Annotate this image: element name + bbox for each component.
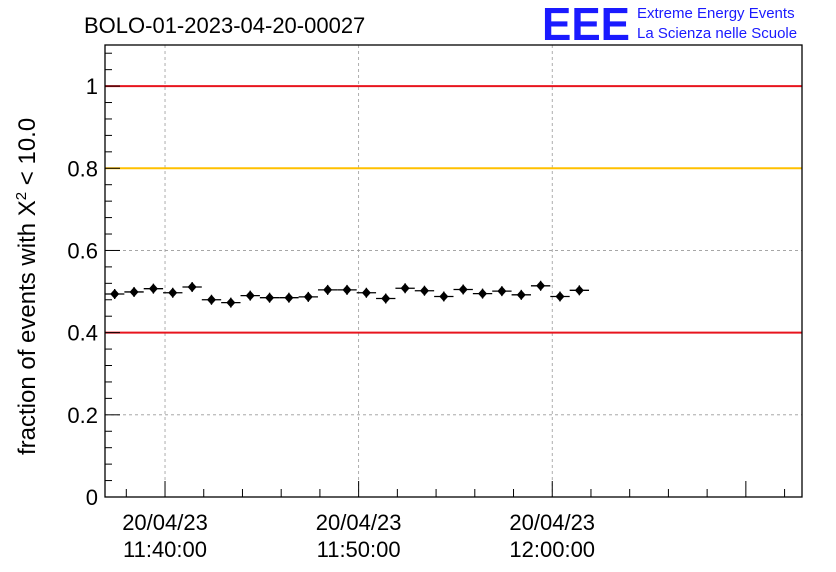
data-point-marker bbox=[187, 282, 197, 293]
y-axis: 0 0.2 0.4 0.6 0.8 1 bbox=[67, 52, 120, 510]
y-axis-label-tail: < 10.0 bbox=[14, 118, 41, 192]
data-point-marker bbox=[110, 289, 120, 300]
data-point bbox=[453, 284, 473, 295]
data-point bbox=[317, 284, 338, 295]
x-tick-time: 12:00:00 bbox=[509, 537, 595, 562]
data-point bbox=[530, 280, 551, 291]
y-tick-label: 0.4 bbox=[67, 321, 98, 346]
data-point bbox=[201, 294, 222, 305]
data-point-marker bbox=[129, 286, 139, 297]
data-point bbox=[472, 288, 493, 299]
y-tick-label: 0 bbox=[86, 485, 98, 510]
data-point bbox=[279, 292, 299, 303]
y-tick-label: 1 bbox=[86, 74, 98, 99]
data-point bbox=[492, 286, 512, 297]
logo-line-2: La Scienza nelle Scuole bbox=[637, 25, 797, 42]
data-point-marker bbox=[555, 291, 565, 302]
data-point bbox=[376, 293, 396, 304]
data-point-marker bbox=[497, 286, 507, 297]
data-point bbox=[569, 285, 590, 296]
data-point bbox=[143, 283, 164, 294]
data-point bbox=[434, 291, 454, 302]
data-point bbox=[550, 291, 570, 302]
data-point bbox=[337, 284, 357, 295]
data-point-marker bbox=[439, 291, 449, 302]
data-point bbox=[511, 289, 531, 300]
y-axis-label: fraction of events with X2 < 10.0 bbox=[13, 118, 41, 455]
data-point bbox=[221, 297, 241, 308]
data-point bbox=[182, 282, 202, 293]
x-axis: 20/04/2311:40:0020/04/2311:50:0020/04/23… bbox=[122, 481, 786, 562]
y-tick-label: 0.6 bbox=[67, 238, 98, 263]
data-point-marker bbox=[516, 289, 526, 300]
data-point bbox=[259, 292, 280, 303]
data-point-marker bbox=[400, 283, 410, 294]
x-tick-date: 20/04/23 bbox=[509, 510, 595, 535]
data-point-marker bbox=[361, 287, 371, 298]
grid bbox=[105, 45, 802, 497]
data-point-marker bbox=[148, 283, 158, 294]
y-axis-label-main: fraction of events with X bbox=[14, 200, 41, 455]
reference-lines bbox=[105, 85, 802, 334]
data-point bbox=[356, 287, 377, 298]
data-point bbox=[163, 287, 183, 298]
data-point-marker bbox=[206, 294, 216, 305]
x-tick-date: 20/04/23 bbox=[316, 510, 402, 535]
data-point-marker bbox=[536, 280, 546, 291]
data-point-marker bbox=[323, 284, 333, 295]
data-point-marker bbox=[245, 290, 255, 301]
data-point bbox=[395, 283, 415, 294]
data-point-marker bbox=[303, 291, 313, 302]
data-point bbox=[124, 286, 144, 297]
data-point-marker bbox=[265, 292, 275, 303]
data-point-marker bbox=[168, 287, 178, 298]
logo-line-1: Extreme Energy Events bbox=[637, 5, 795, 22]
chart-title: BOLO-01-2023-04-20-00027 bbox=[84, 13, 365, 38]
y-axis-label-superscript: 2 bbox=[13, 192, 30, 200]
data-point-marker bbox=[342, 284, 352, 295]
x-tick-date: 20/04/23 bbox=[122, 510, 208, 535]
data-point-marker bbox=[284, 292, 294, 303]
data-point bbox=[414, 285, 435, 296]
data-point-marker bbox=[381, 293, 391, 304]
logo-mark: EEE bbox=[542, 0, 630, 50]
data-point-marker bbox=[419, 285, 429, 296]
data-point bbox=[298, 291, 318, 302]
data-point-marker bbox=[478, 288, 488, 299]
x-tick-time: 11:40:00 bbox=[123, 537, 207, 562]
data-point-marker bbox=[458, 284, 468, 295]
data-point-marker bbox=[574, 285, 584, 296]
x-tick-time: 11:50:00 bbox=[317, 537, 401, 562]
y-tick-label: 0.2 bbox=[67, 403, 98, 428]
data-point bbox=[240, 290, 260, 301]
data-point-marker bbox=[226, 297, 236, 308]
plot-frame bbox=[104, 44, 803, 498]
data-points bbox=[105, 280, 590, 308]
eee-logo: EEE Extreme Energy Events La Scienza nel… bbox=[542, 0, 797, 50]
data-point bbox=[105, 289, 125, 300]
y-tick-label: 0.8 bbox=[67, 156, 98, 181]
